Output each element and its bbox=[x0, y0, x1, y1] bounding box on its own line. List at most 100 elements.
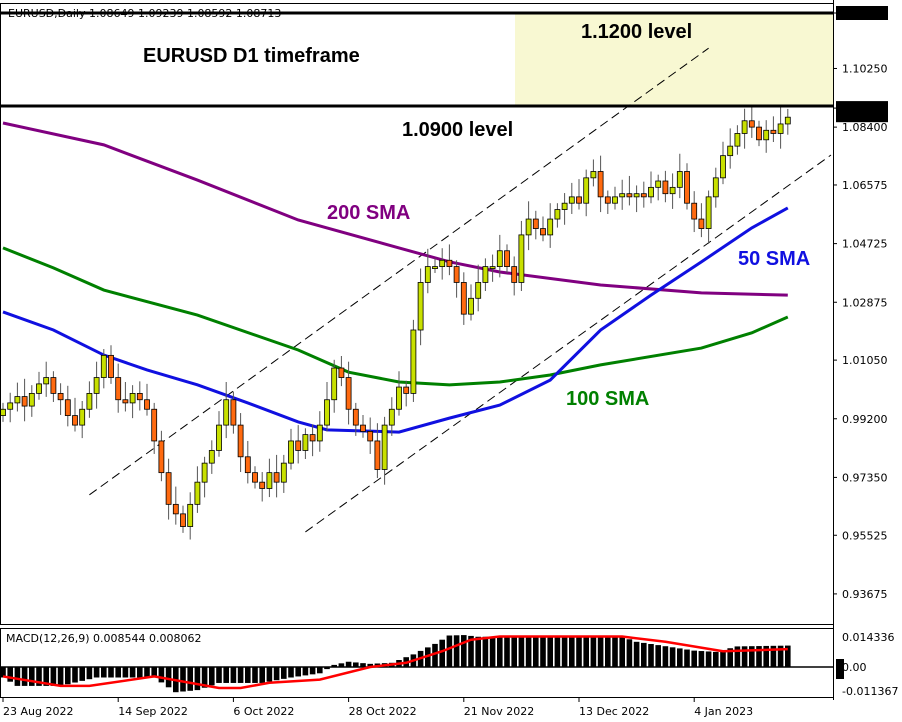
candle bbox=[496, 234, 503, 278]
macd-bar bbox=[360, 663, 366, 667]
label-100-sma: 100 SMA bbox=[566, 388, 649, 410]
candle bbox=[748, 104, 755, 138]
candle-body bbox=[338, 367, 345, 378]
macd-bar bbox=[57, 667, 64, 686]
macd-bar bbox=[245, 667, 251, 683]
macd-bar bbox=[590, 636, 597, 667]
candle bbox=[648, 171, 654, 204]
candle bbox=[50, 371, 57, 402]
macd-bar bbox=[734, 646, 741, 667]
candle-body bbox=[36, 383, 42, 394]
candle bbox=[676, 153, 683, 199]
candle-body bbox=[489, 266, 496, 270]
macd-bar bbox=[345, 661, 352, 667]
macd-bar bbox=[122, 667, 129, 678]
macd-bar bbox=[288, 667, 294, 678]
candle-body bbox=[158, 440, 165, 474]
price-tick-label: 0.93675 bbox=[842, 588, 888, 601]
candle-body bbox=[302, 434, 309, 451]
channel-line bbox=[89, 47, 709, 496]
candle-body bbox=[93, 377, 100, 394]
candle-body bbox=[194, 481, 201, 505]
macd-bar bbox=[151, 667, 157, 678]
candle bbox=[100, 349, 107, 389]
candle-body bbox=[561, 202, 568, 210]
macd-bar bbox=[14, 667, 21, 686]
candle-body bbox=[676, 171, 683, 188]
macd-bar bbox=[677, 648, 683, 667]
sma100-line bbox=[2, 246, 789, 387]
candle bbox=[691, 191, 698, 233]
candle-body bbox=[388, 408, 395, 426]
macd-bar bbox=[194, 667, 201, 691]
macd-tick-label: 0.014336 bbox=[842, 631, 895, 644]
candle-body bbox=[28, 392, 35, 407]
candle-body bbox=[208, 450, 215, 464]
candle-body bbox=[410, 329, 417, 394]
macd-bar bbox=[353, 662, 359, 667]
candle-body bbox=[129, 392, 136, 404]
candle bbox=[302, 428, 309, 460]
candle bbox=[727, 128, 734, 169]
candle-body bbox=[554, 209, 561, 220]
candle bbox=[489, 254, 496, 282]
candle bbox=[525, 201, 532, 251]
candle-body bbox=[770, 129, 777, 134]
highlight-zone bbox=[515, 13, 833, 106]
candle bbox=[57, 383, 64, 415]
macd-bar bbox=[504, 636, 510, 667]
candle-body bbox=[0, 408, 6, 416]
candle-body bbox=[612, 196, 618, 204]
candle bbox=[662, 170, 669, 203]
candle bbox=[446, 244, 453, 276]
candle bbox=[576, 179, 582, 210]
candle-body bbox=[86, 392, 93, 410]
candle bbox=[374, 423, 381, 479]
candle bbox=[741, 108, 748, 149]
candle-body bbox=[122, 399, 129, 404]
macd-bar bbox=[533, 636, 539, 667]
candles bbox=[0, 104, 791, 540]
candle-body bbox=[345, 377, 352, 410]
label-1120-level: 1.1200 level bbox=[581, 21, 692, 43]
price-tick-label: 1.08400 bbox=[842, 121, 888, 134]
candle-body bbox=[187, 503, 194, 527]
candle bbox=[597, 155, 604, 213]
candle bbox=[547, 203, 554, 248]
candle-body bbox=[432, 266, 438, 270]
candle bbox=[734, 125, 741, 155]
candle bbox=[626, 175, 633, 206]
candle-body bbox=[230, 399, 237, 426]
candle bbox=[432, 258, 438, 273]
price-tick-label: 1.12000 bbox=[842, 7, 888, 20]
macd-bar bbox=[497, 636, 503, 667]
macd-bar bbox=[79, 667, 85, 681]
candle bbox=[583, 169, 590, 217]
candle bbox=[396, 371, 402, 416]
macd-bar bbox=[576, 636, 582, 667]
macd-bar bbox=[302, 667, 309, 676]
candle bbox=[460, 272, 467, 325]
macd-bar bbox=[727, 648, 733, 667]
macd-bar bbox=[331, 664, 337, 667]
price-tick-label: 1.01050 bbox=[842, 354, 888, 367]
macd-bar bbox=[655, 645, 661, 667]
candle bbox=[230, 391, 237, 434]
candle bbox=[770, 116, 777, 143]
symbol-info: EURUSD,Daily 1.08649 1.09239 1.08592 1.0… bbox=[8, 7, 281, 20]
candle bbox=[129, 385, 136, 419]
macd-panel bbox=[0, 635, 833, 693]
macd-bar bbox=[482, 636, 489, 667]
macd-bar bbox=[489, 636, 496, 667]
candle-body bbox=[100, 354, 107, 378]
candle-body bbox=[705, 196, 712, 229]
date-tick-label: 28 Oct 2022 bbox=[349, 705, 417, 718]
candle bbox=[360, 414, 366, 438]
candle-body bbox=[201, 462, 208, 483]
candle bbox=[633, 185, 640, 213]
candle-body bbox=[626, 193, 633, 198]
candle bbox=[403, 380, 410, 407]
price-tick-label: 0.99200 bbox=[842, 413, 888, 426]
macd-bar bbox=[641, 642, 647, 667]
candle-body bbox=[756, 126, 762, 141]
